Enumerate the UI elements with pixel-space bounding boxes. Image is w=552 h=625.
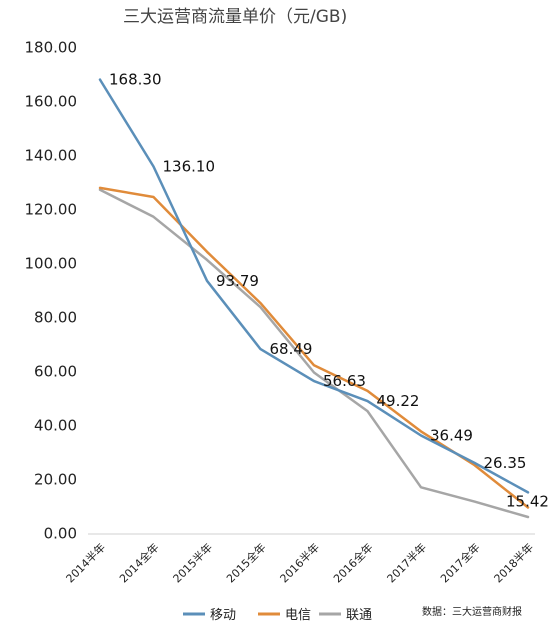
series-line <box>98 186 530 509</box>
series-line <box>98 78 530 494</box>
y-tick-label: 0.00 <box>44 525 77 543</box>
y-axis: 0.00 20.00 40.00 60.00 80.00 100.00 120.00 140.… <box>25 39 78 543</box>
y-tick-label: 20.00 <box>34 471 77 489</box>
y-tick-label: 120.00 <box>25 201 78 219</box>
series-group <box>98 78 530 519</box>
data-label: 168.30 <box>109 71 162 89</box>
y-tick-label: 100.00 <box>25 255 78 273</box>
data-label: 93.79 <box>216 272 259 290</box>
x-tick-label: 2017全年 <box>437 540 482 585</box>
data-label: 36.49 <box>430 426 473 444</box>
legend-entry: 电信 <box>285 608 311 623</box>
y-tick-label: 180.00 <box>25 39 78 57</box>
y-tick-label: 60.00 <box>34 363 77 381</box>
legend: 移动 电信 联通 <box>183 608 372 623</box>
legend-entry: 联通 <box>346 608 372 623</box>
data-label: 15.42 <box>506 492 549 510</box>
x-tick-label: 2016半年 <box>277 540 322 585</box>
y-tick-label: 140.00 <box>25 147 78 165</box>
data-label: 49.22 <box>377 392 420 410</box>
data-label: 68.49 <box>270 340 313 358</box>
source-note: 数据：三大运营商财报 <box>422 605 522 618</box>
legend-entry: 移动 <box>210 608 236 623</box>
data-label: 26.35 <box>484 454 527 472</box>
y-tick-label: 80.00 <box>34 309 77 327</box>
y-tick-label: 40.00 <box>34 417 77 435</box>
x-tick-label: 2014全年 <box>116 540 161 585</box>
series-line <box>98 188 530 519</box>
x-axis: 2014半年 2014全年 2015半年 2015全年 2016半年 2016全年 2017… <box>63 540 536 585</box>
x-tick-label: 2015半年 <box>170 540 215 585</box>
chart-title: 三大运营商流量单价（元/GB) <box>123 7 347 27</box>
x-tick-label: 2014半年 <box>63 540 108 585</box>
data-label: 56.63 <box>323 372 366 390</box>
x-tick-label: 2017半年 <box>384 540 429 585</box>
x-tick-label: 2018半年 <box>491 540 536 585</box>
x-tick-label: 2016全年 <box>330 540 375 585</box>
data-labels: 168.30 136.10 93.79 68.49 56.63 49.22 36.49 26.… <box>109 71 549 511</box>
x-tick-label: 2015全年 <box>223 540 268 585</box>
data-label: 136.10 <box>163 158 216 176</box>
y-tick-label: 160.00 <box>25 93 78 111</box>
